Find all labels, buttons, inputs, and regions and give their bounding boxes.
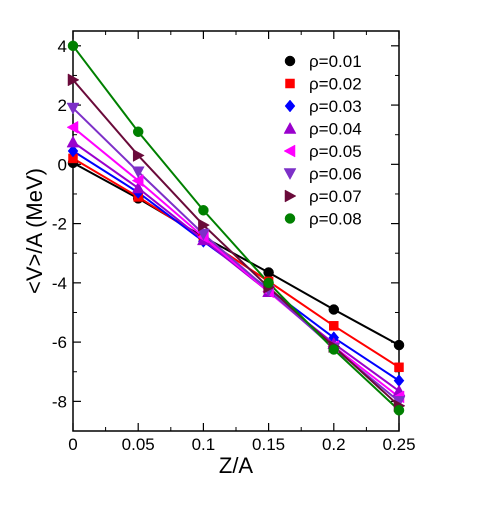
legend-marker-6	[283, 168, 297, 181]
legend-marker-7	[284, 189, 297, 203]
x-tick-label: 0.05	[122, 435, 155, 454]
data-point-s6-2	[131, 166, 145, 179]
legend-marker-3	[284, 99, 296, 113]
data-point-s5-1	[66, 120, 79, 134]
legend: ρ=0.01 ρ=0.02 ρ=0.03 ρ=0.04 ρ=0.05 ρ=0.06 ρ=0.…	[283, 52, 362, 229]
data-point-s7-2	[132, 149, 145, 162]
data-point-s1-6	[393, 339, 405, 351]
y-tick-label: 0	[58, 155, 67, 174]
data-point-s6-3	[196, 228, 210, 241]
legend-label: ρ=0.06	[309, 165, 362, 184]
x-tick-label: 0.25	[382, 435, 415, 454]
data-point-s8-4	[263, 277, 274, 289]
legend-marker-1	[284, 55, 296, 67]
data-point-s7-1	[67, 73, 80, 87]
series-line-8	[72, 45, 400, 411]
legend-label: ρ=0.02	[309, 75, 362, 94]
legend-label: ρ=0.01	[309, 52, 362, 71]
y-tick-label: -2	[52, 215, 67, 234]
x-tick-label: 0.15	[252, 435, 285, 454]
y-tick-label: 2	[58, 96, 67, 115]
data-point-s1-5	[328, 304, 340, 315]
data-point-s8-5	[328, 344, 340, 355]
data-point-s7-3	[198, 218, 210, 232]
legend-marker-2	[285, 78, 295, 89]
y-tick-label: -8	[52, 392, 67, 411]
series-line-4	[72, 141, 400, 392]
series-line-5	[72, 126, 400, 398]
y-tick-label: 4	[58, 37, 67, 56]
data-point-s8-3	[198, 205, 209, 216]
legend-marker-8	[284, 213, 296, 224]
data-point-s4-1	[66, 135, 80, 148]
data-point-s8-6	[393, 405, 405, 416]
series-line-2	[72, 157, 400, 369]
data-point-s1-4	[263, 267, 274, 278]
y-axis-title: <V>/A (MeV)	[22, 168, 47, 294]
series-line-7	[72, 79, 400, 407]
series-lines	[72, 45, 400, 411]
data-point-s4-2	[131, 181, 145, 194]
legend-label: ρ=0.07	[309, 187, 362, 206]
x-tick-label: 0	[68, 435, 77, 454]
data-point-s6-1	[66, 102, 80, 115]
legend-marker-4	[283, 121, 297, 134]
legend-label: ρ=0.05	[309, 142, 362, 161]
legend-label: ρ=0.03	[309, 97, 362, 116]
data-point-s2-6	[394, 362, 404, 373]
data-point-s8-2	[132, 126, 144, 137]
series-markers	[66, 40, 406, 416]
legend-label: ρ=0.04	[309, 120, 362, 139]
data-point-s2-5	[329, 321, 339, 331]
series-line-1	[72, 161, 400, 346]
x-tick-label: 0.1	[192, 435, 216, 454]
data-point-s3-1	[67, 144, 79, 158]
y-tick-label: -4	[52, 274, 67, 293]
data-point-s5-2	[131, 174, 144, 188]
x-tick-label: 0.2	[322, 435, 346, 454]
legend-marker-5	[283, 144, 296, 158]
y-tick-label: -6	[52, 333, 67, 352]
axis-tick-labels: 0 0.05 0.1 0.15 0.2 0.25 -8 -6 -4 -2 0 2 4	[52, 37, 416, 454]
x-axis-title: Z/A	[219, 453, 254, 478]
legend-label: ρ=0.08	[309, 210, 362, 229]
data-point-s8-1	[67, 40, 79, 52]
